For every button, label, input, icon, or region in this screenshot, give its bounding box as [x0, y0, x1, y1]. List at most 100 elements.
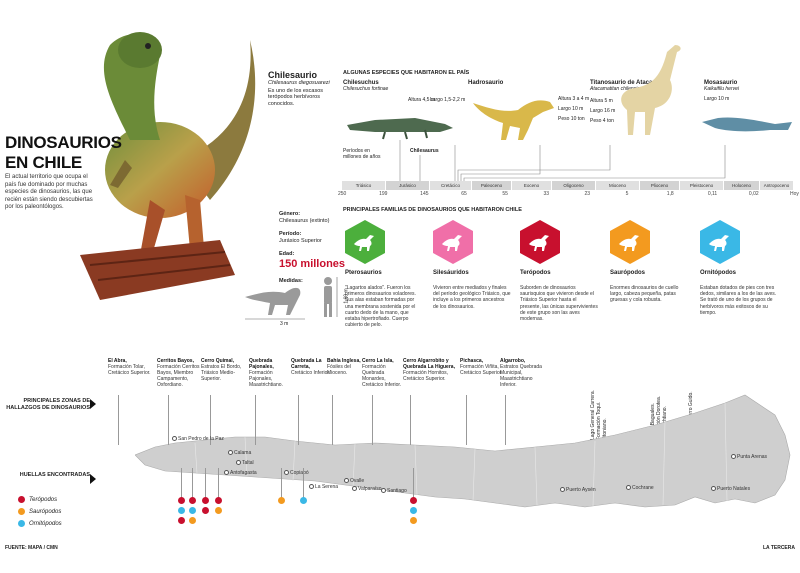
periods-note: Períodos en millones de años	[343, 148, 381, 160]
legend-item: Terópodos	[18, 496, 57, 503]
measures-label: Medidas:	[279, 277, 303, 284]
chilesaurus-facts: Género: Chilesaurus (extinto) Período: J…	[279, 211, 349, 284]
city-pin	[352, 486, 357, 491]
family-name: Pterosaurios	[345, 270, 382, 276]
track-dot	[178, 507, 185, 514]
species-titanosaurio: Titanosaurio de Atacama Atacamatitan chi…	[590, 80, 662, 92]
species-hadrosaurio: Hadrosaurio	[468, 80, 504, 86]
chilesaurus-name: Chilesaurio	[268, 70, 318, 80]
family-desc: "Lagartos alados". Fueron los primeros d…	[345, 285, 416, 329]
site-detail: Formación Hornitos, Cretácico Superior.	[403, 370, 449, 382]
city-label: Puerto Aysén	[566, 487, 596, 493]
chile-map	[135, 394, 791, 508]
species-chilesuchus: Chilesuchus Chilesuchus fortinae	[343, 80, 389, 92]
family-hex-icon	[433, 220, 473, 264]
geologic-timeline: Triásico Jurásico Cretácico Paleoceno Eoceno…	[342, 181, 794, 190]
hadrosaurio-stats: Altura 3 a 4 m Largo 10 m Peso 10 ton	[558, 96, 590, 122]
period-value: Jurásico Superior	[279, 237, 322, 244]
family-desc: Estaban dotados de pies con tres dedos, …	[700, 285, 777, 316]
site-entry: Algarrobo, Estratos Quebrada Municipal, M…	[500, 358, 545, 388]
site-entry: Cerritos Bayos, Formación Cerritos Bayos,…	[157, 358, 202, 388]
chilesuchus-illustration	[347, 118, 453, 140]
site-connector	[255, 395, 256, 445]
site-connector	[410, 395, 411, 445]
track-dot	[410, 497, 417, 504]
family-card: Silesáuridos Vivieron entre mediados y fi…	[433, 220, 511, 310]
footer-brand: LA TERCERA	[762, 545, 795, 551]
chilesaurus-header: Chilesaurio Chilesaurus diegosuarezi Es …	[268, 70, 343, 107]
legend-item: Ornitópodos	[18, 520, 62, 527]
city-pin	[560, 487, 565, 492]
family-hex-icon	[610, 220, 650, 264]
track-dot	[189, 517, 196, 524]
timeline-tick: 0,11	[707, 191, 718, 197]
titanosaurio-illustration	[621, 45, 681, 135]
family-desc: Vivieron entre mediados y finales del pe…	[433, 285, 511, 310]
timeline-period: Mioceno	[596, 181, 640, 190]
city-label: Copiapó	[290, 470, 309, 476]
site-connector	[372, 395, 373, 445]
title-line-2: EN CHILE	[5, 153, 82, 172]
city-pin	[284, 470, 289, 475]
track-dot	[215, 497, 222, 504]
site-entry: Quebrada Pajonales, Formación Pajonales, …	[249, 358, 294, 388]
site-detail: Fósiles del Mioceno.	[327, 364, 351, 376]
legend-dot	[18, 496, 25, 503]
family-desc: Suborden de dinosaurios saurisquios que …	[520, 285, 598, 323]
legend-label: Ornitópodos	[29, 520, 62, 527]
site-entry: Bahía Inglesa, Fósiles del Mioceno.	[327, 358, 372, 376]
species-mosasaurio: Mosasaurio Kaikaifilu hervei Largo 10 m	[704, 80, 740, 102]
city-label: Puerto Natales	[717, 486, 751, 492]
footer-source: FUENTE: MAPA / CMN	[5, 545, 58, 551]
site-name: Cerro Algarrobito y Quebrada La Higuera,	[403, 358, 455, 370]
site-connector	[118, 395, 119, 445]
site-detail: Formación Cerritos Bayos, Miembro Campam…	[157, 364, 200, 388]
family-name: Saurópodos	[610, 270, 646, 276]
timeline-tick: 5	[625, 191, 629, 197]
chilesaurus-illustration	[80, 32, 256, 300]
track-connector	[281, 468, 282, 498]
age-label: Edad:	[279, 251, 295, 257]
timeline-period: Paleoceno	[472, 181, 512, 190]
city-pin	[236, 460, 241, 465]
timeline-connectors	[399, 140, 726, 181]
site-entry: Cerro La Isla, Formación Quebrada Monarde…	[362, 358, 407, 388]
city-pin	[228, 450, 233, 455]
site-detail: Estratos Quebrada Municipal, Maastrichti…	[500, 364, 542, 388]
site-name: Cerro La Isla,	[362, 358, 394, 364]
site-name: Algarrobo,	[500, 358, 526, 364]
city-pin	[711, 486, 716, 491]
track-dot	[410, 507, 417, 514]
chilesaurus-desc: Es uno de los escasos terópodos herbívor…	[268, 87, 324, 107]
site-connector	[505, 395, 506, 445]
city-label: Punta Arenas	[737, 454, 768, 460]
city-pin	[224, 470, 229, 475]
timeline-tick: 199	[379, 191, 388, 197]
track-dot	[410, 517, 417, 524]
genus-value: Chilesaurus (extinto)	[279, 217, 330, 224]
length-label: 3 m	[280, 321, 289, 327]
site-entry: El Abra, Formación Tolar, Cretácico Super…	[108, 358, 153, 376]
legend-label: Terópodos	[29, 496, 58, 503]
track-connector	[218, 468, 219, 498]
site-detail: Formación Tolar, Cretácico Superior.	[108, 364, 151, 376]
timeline-period: Eoceno	[512, 181, 552, 190]
size-comparison	[245, 277, 338, 320]
site-entry: Cerro Algarrobito y Quebrada La Higuera,…	[403, 358, 458, 382]
track-dot	[202, 497, 209, 504]
site-entry: Cerro Quimal, Estratos El Bordo, Triásico…	[201, 358, 246, 382]
family-desc: Enormes dinosaurios de cuello largo, cab…	[610, 285, 679, 304]
genus-label: Género:	[279, 211, 301, 217]
track-dot	[178, 517, 185, 524]
city-label: Calama	[234, 450, 252, 456]
track-dot	[202, 507, 209, 514]
tracks-label: HUELLAS ENCONTRADAS	[19, 472, 90, 478]
timeline-period: Cretácico	[430, 181, 472, 190]
site-entry: Pichasca, Formación Viñita, Cretácico Sup…	[460, 358, 505, 376]
site-name: Quebrada Pajonales,	[249, 358, 274, 370]
sites-arrow	[90, 399, 96, 409]
family-card: Ornitópodos Estaban dotados de pies con t…	[700, 220, 778, 316]
timeline-tick: 145	[420, 191, 429, 197]
city-label: Valparaíso	[358, 486, 382, 492]
family-card: Pterosaurios "Lagartos alados". Fueron lo…	[345, 220, 423, 328]
